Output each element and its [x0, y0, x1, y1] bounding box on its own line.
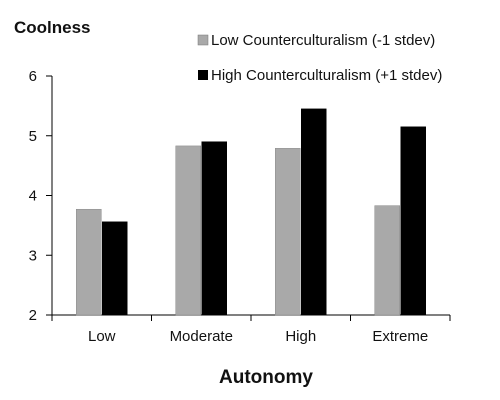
x-tick-label: Extreme [372, 328, 428, 345]
y-tick-label: 3 [29, 247, 37, 264]
legend: Low Counterculturalism (-1 stdev) High C… [197, 32, 442, 84]
chart-title: Coolness [14, 18, 91, 37]
x-tick-label: High [285, 328, 316, 345]
y-axis-ticks: 2 3 4 5 6 [29, 68, 52, 324]
y-tick-label: 6 [29, 68, 37, 85]
legend-label-low: Low Counterculturalism (-1 stdev) [211, 32, 435, 49]
bar-low-counterculturalism-moderate [175, 145, 201, 316]
x-axis-ticks: Low Moderate High Extreme [51, 315, 451, 345]
bar-low-counterculturalism-extreme [374, 205, 400, 316]
bar-high-counterculturalism-low [102, 221, 128, 316]
x-axis-title: Autonomy [219, 367, 313, 388]
legend-swatch-low [197, 34, 209, 46]
legend-label-high: High Counterculturalism (+1 stdev) [211, 67, 442, 84]
y-tick-label: 2 [29, 307, 37, 324]
bar-high-counterculturalism-high [301, 108, 327, 316]
bar-low-counterculturalism-high [275, 148, 301, 316]
legend-swatch-high [198, 70, 208, 80]
bars [76, 108, 426, 316]
bar-high-counterculturalism-extreme [400, 126, 426, 316]
y-tick-label: 5 [29, 128, 37, 145]
y-tick-label: 4 [29, 188, 37, 205]
bar-low-counterculturalism-low [76, 208, 102, 316]
bar-high-counterculturalism-moderate [201, 141, 227, 316]
x-tick-label: Moderate [170, 328, 233, 345]
x-tick-label: Low [88, 328, 116, 345]
